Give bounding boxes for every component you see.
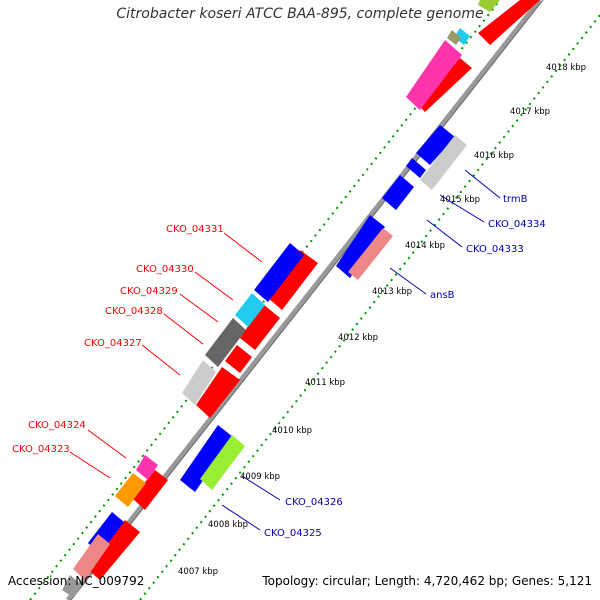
tick-label: 4016 kbp xyxy=(474,151,514,161)
gene-forward[interactable] xyxy=(132,470,168,510)
gene-label[interactable]: CKO_04329 xyxy=(120,286,178,297)
gene-forward[interactable] xyxy=(225,345,252,373)
gene-block-orange[interactable] xyxy=(115,473,146,507)
gene-label[interactable]: CKO_04325 xyxy=(264,528,322,539)
tick-label: 4015 kbp xyxy=(440,195,480,205)
leader-line xyxy=(141,344,181,376)
map-title: Citrobacter koseri ATCC BAA-895, complet… xyxy=(116,6,484,22)
leader-line xyxy=(179,293,219,323)
gene-forward[interactable] xyxy=(478,0,540,45)
leader-line xyxy=(163,313,204,345)
leader-line xyxy=(69,451,111,479)
leader-line xyxy=(464,169,501,199)
gene-block-salmon[interactable] xyxy=(73,534,110,580)
forward-gene-labels: CKO_04331 CKO_04330 CKO_04329 CKO_04328 … xyxy=(12,224,263,479)
gene-label[interactable]: CKO_04333 xyxy=(466,244,524,255)
gene-reverse-salmon[interactable] xyxy=(348,228,393,280)
gene-label[interactable]: ansB xyxy=(430,290,455,301)
forward-genes xyxy=(86,0,540,580)
leader-line xyxy=(87,429,127,459)
tick-label: 4013 kbp xyxy=(372,287,412,297)
leader-line xyxy=(221,504,261,531)
reverse-gene-labels: trmB CKO_04334 CKO_04333 ansB CKO_04326 … xyxy=(221,169,546,539)
leader-line xyxy=(389,267,427,295)
gene-label[interactable]: CKO_04330 xyxy=(136,264,194,275)
tick-label: 4012 kbp xyxy=(338,333,378,343)
leader-line xyxy=(439,194,485,223)
forward-outer-blocks xyxy=(62,0,500,598)
tick-label: 4014 kbp xyxy=(405,241,445,251)
accession-text: Accession: NC_009792 xyxy=(8,574,145,588)
gene-forward[interactable] xyxy=(268,250,318,310)
gene-block-green[interactable] xyxy=(478,0,500,12)
gene-reverse[interactable] xyxy=(336,215,385,278)
gene-label[interactable]: CKO_04331 xyxy=(166,224,224,235)
gene-block-pink[interactable] xyxy=(136,455,158,480)
tick-label: 4018 kbp xyxy=(546,63,586,73)
leader-line xyxy=(426,219,463,248)
gene-block-olive[interactable] xyxy=(447,30,461,45)
gene-label[interactable]: CKO_04334 xyxy=(488,219,546,230)
gene-reverse[interactable] xyxy=(406,158,426,178)
gene-block-gray[interactable] xyxy=(205,318,246,367)
gene-forward[interactable] xyxy=(240,304,280,350)
leader-line xyxy=(194,271,234,301)
reverse-genes xyxy=(180,125,467,492)
gene-block-blue[interactable] xyxy=(254,243,304,302)
gene-reverse-green[interactable] xyxy=(200,435,245,490)
tick-labels: 4007 kbp 4008 kbp 4009 kbp 4010 kbp 4011… xyxy=(178,63,586,577)
tick-label: 4009 kbp xyxy=(240,472,280,482)
gene-block-pink[interactable] xyxy=(406,40,462,110)
gene-reverse[interactable] xyxy=(180,425,233,492)
gene-forward[interactable] xyxy=(415,58,472,112)
tick-label: 4017 kbp xyxy=(510,107,550,117)
gene-block-cyan[interactable] xyxy=(235,293,265,327)
tick-label: 4010 kbp xyxy=(272,426,312,436)
tick-label: 4008 kbp xyxy=(208,520,248,530)
tick-label: 4011 kbp xyxy=(305,378,345,388)
gene-forward[interactable] xyxy=(196,367,240,418)
gene-reverse[interactable] xyxy=(382,175,414,210)
gene-reverse-gray[interactable] xyxy=(420,135,467,190)
gene-label[interactable]: CKO_04323 xyxy=(12,444,70,455)
topology-text: Topology: circular; Length: 4,720,462 bp… xyxy=(262,574,592,588)
gene-label[interactable]: CKO_04326 xyxy=(285,497,343,508)
inner-ruler xyxy=(139,14,600,600)
backbone-line xyxy=(66,0,542,600)
leader-line xyxy=(223,232,263,263)
gene-label[interactable]: trmB xyxy=(503,194,528,205)
gene-block-cyan[interactable] xyxy=(454,28,470,45)
tick-label: 4007 kbp xyxy=(178,567,218,577)
outer-ruler xyxy=(29,0,501,600)
gene-reverse[interactable] xyxy=(416,125,455,165)
gene-block-gray[interactable] xyxy=(62,575,82,598)
gene-block-lightgray[interactable] xyxy=(182,360,216,405)
gene-label[interactable]: CKO_04324 xyxy=(28,420,86,431)
gene-forward[interactable] xyxy=(86,520,140,580)
gene-label[interactable]: CKO_04327 xyxy=(84,338,142,349)
leader-line xyxy=(241,475,281,501)
backbone-edge xyxy=(70,0,544,600)
gene-label[interactable]: CKO_04328 xyxy=(105,306,163,317)
